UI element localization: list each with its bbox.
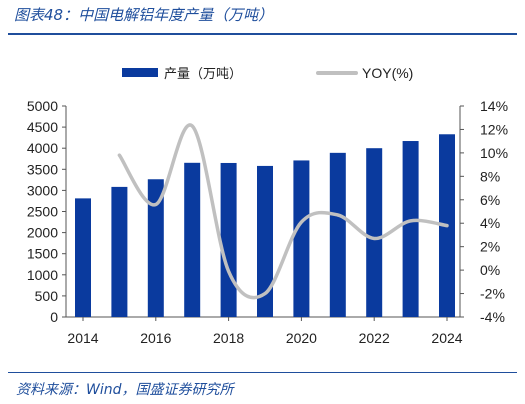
x-tick-label: 2018 <box>213 330 244 346</box>
bar-2022 <box>366 148 383 317</box>
source-note: 资料来源：Wind，国盛证券研究所 <box>16 382 234 398</box>
x-tick-label: 2020 <box>286 330 317 346</box>
bar-2020 <box>293 160 310 317</box>
y-right-tick-label: 4% <box>480 215 500 231</box>
y-left-tick-label: 500 <box>35 288 59 304</box>
y-left-tick-label: 3000 <box>27 182 58 198</box>
y-left-tick-label: 0 <box>50 309 58 325</box>
title-divider <box>8 33 517 35</box>
y-left-tick-label: 1500 <box>27 246 58 262</box>
y-right-tick-label: 8% <box>480 168 500 184</box>
y-left-tick-label: 3500 <box>27 161 58 177</box>
bar-2018 <box>220 162 237 317</box>
bar-2016 <box>147 179 164 317</box>
bar-2015 <box>111 186 128 317</box>
y-left-tick-label: 5000 <box>27 98 58 114</box>
y-right-tick-label: 2% <box>480 239 500 255</box>
legend-swatch-bar <box>122 68 158 77</box>
x-tick-label: 2016 <box>140 330 171 346</box>
footer-divider <box>8 372 517 373</box>
y-left-tick-label: 4500 <box>27 119 58 135</box>
y-right-tick-label: 0% <box>480 262 500 278</box>
y-right-tick-label: -2% <box>480 286 505 302</box>
bar-2023 <box>402 141 419 317</box>
y-left-tick-label: 2500 <box>27 204 58 220</box>
legend-label-line: YOY(%) <box>362 65 413 81</box>
bar-2019 <box>257 165 273 317</box>
legend: 产量（万吨） YOY(%) <box>122 65 413 81</box>
y-right-tick-label: 12% <box>480 121 508 137</box>
y-right-tick-label: 10% <box>480 145 508 161</box>
y-left-tick-label: 1000 <box>27 267 58 283</box>
x-tick-label: 2024 <box>431 330 462 346</box>
chart-title: 图表48：中国电解铝年度产量（万吨） <box>14 6 274 24</box>
x-tick-label: 2014 <box>67 330 98 346</box>
y-left-tick-label: 4000 <box>27 140 58 156</box>
x-tick-label: 2022 <box>359 330 390 346</box>
y-left-tick-label: 2000 <box>27 225 58 241</box>
bar-2017 <box>184 162 201 317</box>
bar-2014 <box>75 198 91 317</box>
y-right-tick-label: -4% <box>480 309 505 325</box>
chart: 产量（万吨） YOY(%) 0 500 1000 1500 2000 2500 3000 35… <box>27 65 508 346</box>
y-right-tick-label: 6% <box>480 192 500 208</box>
legend-label-bar: 产量（万吨） <box>164 66 242 81</box>
bar-2021 <box>329 152 346 317</box>
yoy-line <box>117 123 449 300</box>
y-right-tick-label: 14% <box>480 98 508 114</box>
